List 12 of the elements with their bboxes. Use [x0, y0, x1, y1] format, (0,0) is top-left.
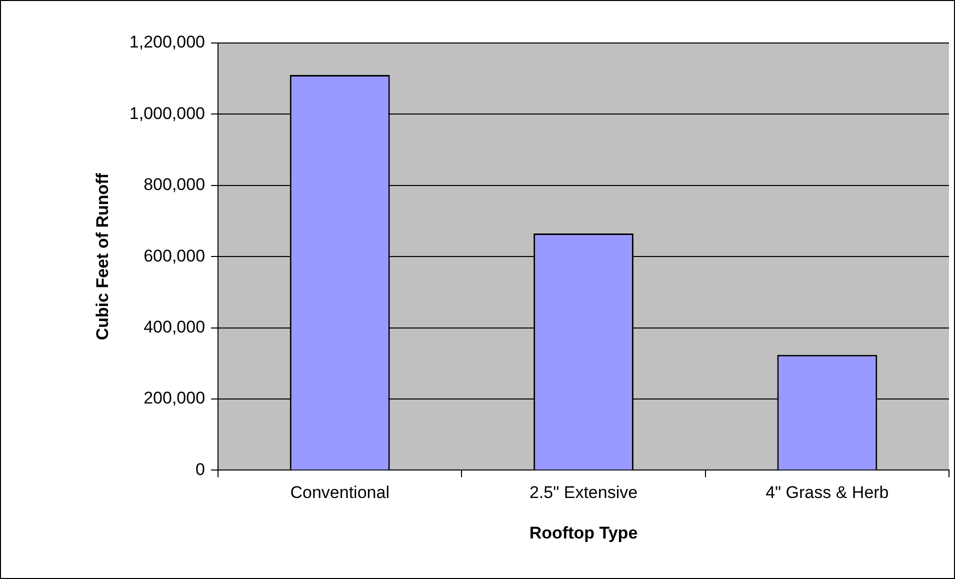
y-tick-label: 1,000,000 — [129, 104, 206, 123]
y-tick-label: 400,000 — [144, 317, 206, 336]
x-tick-label: Conventional — [290, 483, 390, 502]
y-axis-title: Cubic Feet of Runoff — [92, 172, 112, 340]
x-tick-label: 2.5" Extensive — [529, 483, 638, 502]
y-tick-label: 800,000 — [144, 175, 206, 194]
y-tick-label: 200,000 — [144, 388, 206, 408]
x-tick-label: 4" Grass & Herb — [766, 483, 889, 502]
x-axis-title: Rooftop Type — [529, 523, 638, 542]
y-tick-label: 600,000 — [144, 246, 206, 266]
y-tick-label: 0 — [196, 460, 206, 479]
y-tick-label: 1,200,000 — [129, 32, 206, 52]
